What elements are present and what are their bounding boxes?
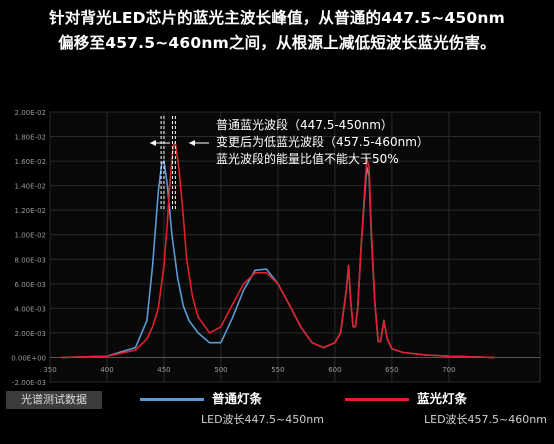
annotation-line-3: 蓝光波段的能量比值不能大于50% <box>216 151 399 166</box>
x-tick-label: 600 <box>328 366 341 374</box>
y-tick-label: 1.00E-02 <box>15 232 46 240</box>
legend-normal-subtitle: LED波长447.5~450nm <box>201 413 324 426</box>
spectrum-chart: -2.00E-03 0.00E+00 2.00E-03 4.00E-03 6.00E-0… <box>0 100 554 390</box>
grid-layer <box>49 111 541 383</box>
y-tick-label: 1.40E-02 <box>15 183 46 191</box>
y-tick-label: 0.00E+00 <box>11 354 46 362</box>
legend-low-blue: 蓝光灯条 <box>345 388 467 407</box>
legend-normal-swatch <box>140 398 204 401</box>
legend-low-blue-swatch <box>345 398 409 401</box>
series-layer <box>61 141 495 359</box>
tick-layer: -2.00E-03 0.00E+00 2.00E-03 4.00E-03 6.00E-0… <box>11 109 455 387</box>
x-tick-label: 500 <box>214 366 227 374</box>
y-tick-label: 1.60E-02 <box>15 158 46 166</box>
annotation-arrow-right-head <box>189 140 195 146</box>
x-tick-label: 450 <box>157 366 170 374</box>
y-tick-label: -2.00E-03 <box>12 379 46 387</box>
y-tick-label: 4.00E-03 <box>15 305 46 313</box>
legend-low-blue-subtitle: LED波长457.5~460nm <box>424 413 547 426</box>
series-low-blue-line <box>61 141 495 359</box>
legend-low-blue-label: 蓝光灯条 <box>417 391 468 406</box>
headline-line-1: 针对背光LED芯片的蓝光主波长峰值，从普通的447.5~450nm <box>49 9 505 27</box>
y-tick-label: 8.00E-03 <box>15 256 46 264</box>
y-tick-label: 6.00E-03 <box>15 281 46 289</box>
x-tick-label: 700 <box>442 366 455 374</box>
legend-normal: 普通灯条 <box>140 388 262 407</box>
y-tick-label: 2.00E-03 <box>15 330 46 338</box>
y-tick-label: 2.00E-02 <box>15 109 46 117</box>
headline: 针对背光LED芯片的蓝光主波长峰值，从普通的447.5~450nm 偏移至457… <box>0 6 554 56</box>
spectrum-chart-svg: -2.00E-03 0.00E+00 2.00E-03 4.00E-03 6.00E-0… <box>11 109 541 387</box>
annotation-layer: 普通蓝光波段（447.5-450nm） 变更后为低蓝光波段（457.5-460n… <box>150 117 429 166</box>
y-tick-label: 1.20E-02 <box>15 207 46 215</box>
y-tick-label: 1.80E-02 <box>15 134 46 142</box>
legend-normal-label: 普通灯条 <box>212 391 263 406</box>
x-tick-label: 350 <box>43 366 56 374</box>
annotation-line-2: 变更后为低蓝光波段（457.5-460nm） <box>216 134 429 149</box>
annotation-line-1: 普通蓝光波段（447.5-450nm） <box>216 117 393 132</box>
plot-area <box>49 111 541 383</box>
marker-layer <box>160 116 176 211</box>
spectrum-data-badge: 光谱测试数据 <box>6 391 102 409</box>
headline-line-2: 偏移至457.5~460nm之间，从根源上减低短波长蓝光伤害。 <box>58 34 496 52</box>
annotation-arrow-left-head <box>150 140 156 146</box>
x-tick-label: 550 <box>271 366 284 374</box>
x-tick-label: 650 <box>385 366 398 374</box>
x-tick-label: 400 <box>100 366 113 374</box>
